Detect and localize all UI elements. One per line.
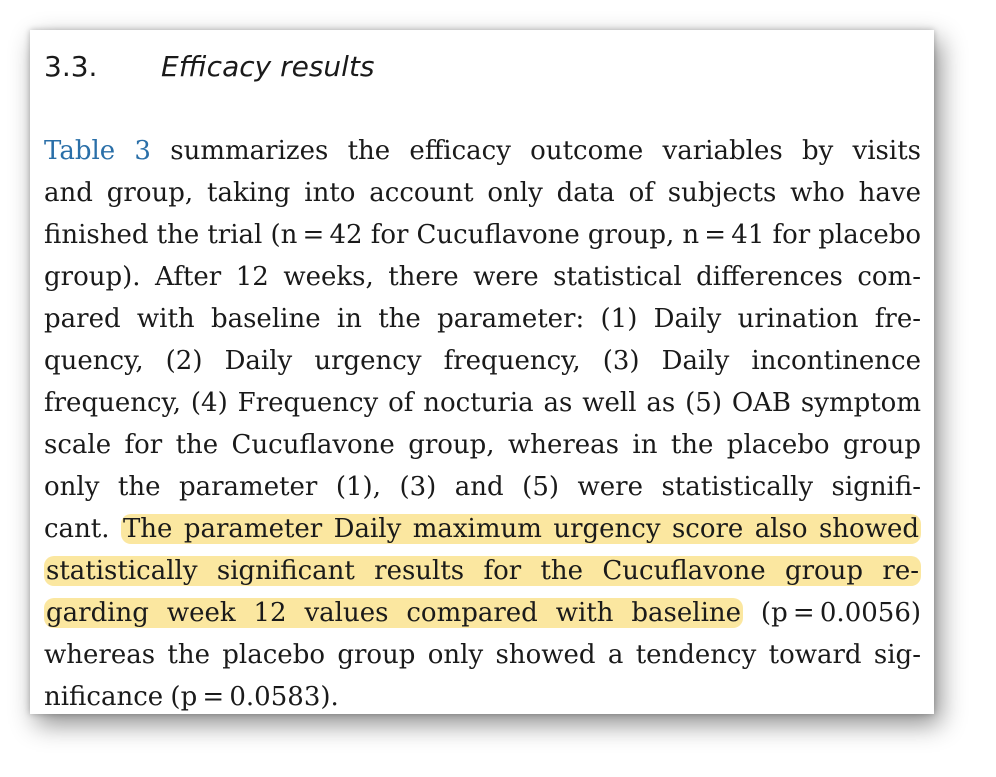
section-number: 3.3. [44,50,98,83]
section-heading: 3.3. Efficacy results [44,50,375,83]
table-3-link[interactable]: Table 3 [44,136,151,166]
paragraph-line: and group, taking into account only data… [44,178,921,208]
paragraph-line: whereas the placebo group only showed a … [44,640,921,670]
paragraph-line: quency, (2) Daily urgency frequency, (3)… [44,346,921,376]
section-title: Efficacy results [161,50,375,83]
paragraph-line: nificance (p = 0.0583). [44,682,339,712]
highlighted-text: garding week 12 values compared with bas… [44,598,744,628]
section-paragraph: Table 3 summarizes the efficacy outcome … [44,130,921,714]
paragraph-line: garding week 12 values compared with bas… [44,598,922,628]
paragraph-line: Table 3 summarizes the efficacy outcome … [44,136,921,166]
paragraph-line: statistically significant results for th… [44,550,921,592]
article-page: 3.3. Efficacy results Table 3 summarizes … [30,30,934,714]
paragraph-line: scale for the Cucuflavone group, whereas… [44,430,921,460]
paragraph-line: group). After 12 weeks, there were stati… [44,262,921,292]
highlighted-text: statistically significant results for th… [44,556,921,586]
paragraph-line: cant. The parameter Daily maximum urgenc… [44,514,921,544]
paragraph-line: finished the trial (n = 42 for Cucuflavo… [44,220,921,250]
paragraph-line: only the parameter (1), (3) and (5) were… [44,472,921,502]
highlighted-text: The parameter Daily maximum urgency scor… [120,514,921,544]
paragraph-line: pared with baseline in the parameter: (1… [44,304,921,334]
paragraph-line: frequency, (4) Frequency of nocturia as … [44,388,921,418]
